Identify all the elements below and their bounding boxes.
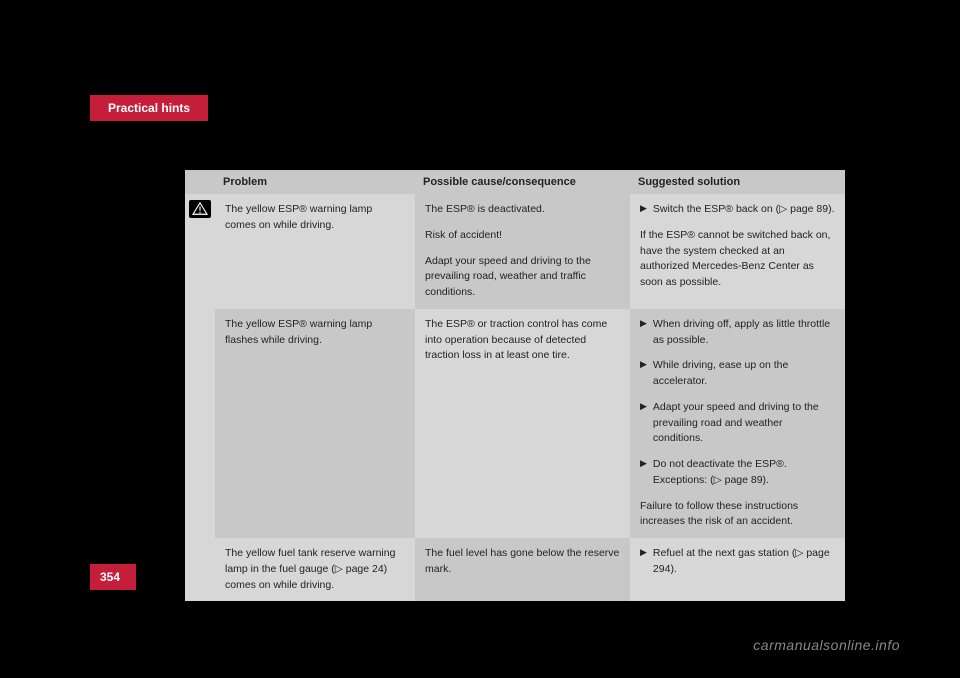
cause-cell: The ESP® or traction control has come in…	[415, 309, 630, 538]
solution-bullet: ▶ Adapt your speed and driving to the pr…	[640, 400, 835, 447]
table-row: The yellow ESP® warning lamp comes on wh…	[185, 194, 845, 309]
header-cause: Possible cause/consequence	[415, 170, 630, 194]
section-tab: Practical hints	[90, 95, 208, 121]
solution-bullet: ▶ When driving off, apply as little thro…	[640, 317, 835, 349]
header-solution: Suggested solution	[630, 170, 845, 194]
solution-cell: ▶ Switch the ESP® back on (▷ page 89). I…	[630, 194, 845, 309]
watermark: carmanualsonline.info	[753, 637, 900, 653]
solution-bullet: ▶ Switch the ESP® back on (▷ page 89).	[640, 202, 835, 218]
solution-cell: ▶ Refuel at the next gas station (▷ page…	[630, 538, 845, 601]
triangle-bullet-icon: ▶	[640, 358, 647, 390]
problem-cell: The yellow ESP® warning lamp flashes whi…	[215, 309, 415, 538]
header-problem: Problem	[215, 170, 415, 194]
row-icon-cell	[185, 194, 215, 309]
troubleshooting-table: Problem Possible cause/consequence Sugge…	[185, 170, 845, 601]
triangle-bullet-icon: ▶	[640, 546, 647, 578]
cause-cell: The fuel level has gone below the reserv…	[415, 538, 630, 601]
triangle-bullet-icon: ▶	[640, 202, 647, 218]
page-number: 354	[90, 564, 136, 590]
table-header-row: Problem Possible cause/consequence Sugge…	[185, 170, 845, 194]
triangle-bullet-icon: ▶	[640, 400, 647, 447]
cause-cell: The ESP® is deactivated. Risk of acciden…	[415, 194, 630, 309]
warning-triangle-icon	[189, 200, 211, 218]
solution-cell: ▶ When driving off, apply as little thro…	[630, 309, 845, 538]
row-icon-cell	[185, 309, 215, 538]
problem-cell: The yellow ESP® warning lamp comes on wh…	[215, 194, 415, 309]
table-row: The yellow ESP® warning lamp flashes whi…	[185, 309, 845, 538]
solution-bullet: ▶ While driving, ease up on the accelera…	[640, 358, 835, 390]
triangle-bullet-icon: ▶	[640, 317, 647, 349]
problem-cell: The yellow fuel tank reserve warning lam…	[215, 538, 415, 601]
triangle-bullet-icon: ▶	[640, 457, 647, 489]
table-row: The yellow fuel tank reserve warning lam…	[185, 538, 845, 601]
row-icon-cell	[185, 538, 215, 601]
solution-bullet: ▶ Do not deactivate the ESP®. Exceptions…	[640, 457, 835, 489]
solution-bullet: ▶ Refuel at the next gas station (▷ page…	[640, 546, 835, 578]
